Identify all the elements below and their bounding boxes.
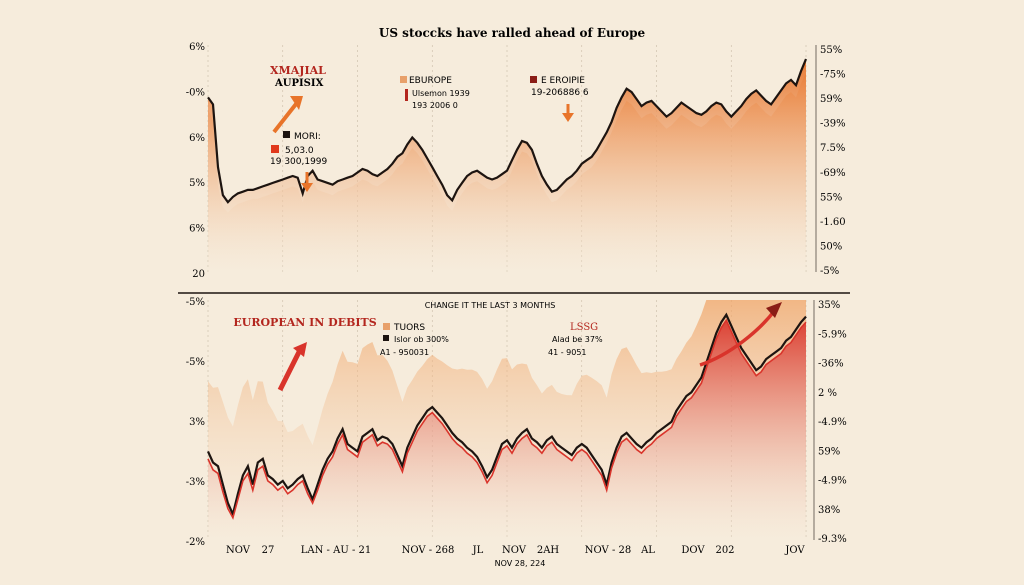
- right-tick-label: 7.5%: [820, 143, 845, 154]
- legend-note: 41 - 9051: [548, 348, 587, 357]
- right-tick-label: 55%: [820, 45, 842, 56]
- right-tick-label: -4.9%: [818, 476, 847, 487]
- legend-label: EUROPEAN IN DEBITS: [233, 316, 376, 329]
- right-tick-label: 59%: [820, 94, 842, 105]
- left-tick-label: -3%: [186, 477, 205, 488]
- bottom-legend-lssg: LSSG Alad be 37% 41 - 9051: [548, 322, 603, 357]
- top-us-area: [208, 59, 806, 272]
- legend-swatch: [283, 131, 290, 138]
- legend-swatch: [400, 76, 407, 83]
- trend-arrow-icon: [699, 308, 777, 367]
- right-tick-label: -69%: [820, 168, 846, 179]
- legend-label: E EROIPIE: [541, 76, 585, 86]
- right-tick-label: 50%: [820, 241, 842, 252]
- legend-swatch: [383, 323, 390, 330]
- legend-sub: Islor ob 300%: [394, 335, 449, 344]
- right-tick-label: -36%: [818, 359, 844, 370]
- right-tick-label: -75%: [820, 70, 846, 81]
- left-tick-label: 3%: [189, 417, 205, 428]
- top-legend-europe: EBUROPE Ulsemon 1939 193 2006 0: [400, 76, 470, 110]
- x-axis-caption: NOV 28, 224: [495, 559, 546, 568]
- legend-swatch: [405, 89, 408, 101]
- x-tick-label: 27: [262, 545, 275, 556]
- legend-sub: 19-206886 6: [531, 88, 589, 98]
- right-tick-label: -5%: [820, 266, 839, 277]
- arrow-head-icon: [562, 113, 574, 122]
- top-right-tick-labels: 55% -75% 59% -39% 7.5% -69% 55% -1.60 50% -5%: [815, 45, 846, 277]
- right-tick-label: 38%: [818, 505, 840, 516]
- left-tick-label: 5%: [189, 178, 205, 189]
- bottom-area-chart: CHANGE IT THE LAST 3 MONTHS -5%-5%3%-3%-…: [186, 297, 847, 568]
- left-tick-label: 6%: [189, 224, 205, 235]
- legend-sub: Ulsemon 1939: [412, 89, 470, 98]
- left-tick-label: -5%: [186, 357, 205, 368]
- legend-label: TUORS: [393, 323, 425, 333]
- right-tick-label: -1.60: [820, 217, 846, 228]
- arrow-head-icon: [293, 342, 307, 357]
- right-tick-label: 2 %: [818, 388, 837, 399]
- x-tick-label: NOV - 28: [585, 545, 631, 556]
- top-legend-mori: MORI: 5,03.0 19 300,1999: [270, 131, 328, 192]
- bottom-x-tick-labels: NOV 27 LAN - AU - 21 NOV - 268 JL NOV 2AH NOV -…: [226, 545, 805, 556]
- bottom-legend-tuors: TUORS Islor ob 300% A1 - 950031: [380, 323, 449, 357]
- x-tick-label: NOV - 268: [402, 545, 455, 556]
- left-tick-label: 20: [192, 269, 205, 280]
- bottom-left-tick-labels: -5% -5% 3% -3% -2%: [186, 297, 205, 548]
- top-left-tick-labels: 6% -0% 6% 5% 6% 20: [186, 42, 205, 280]
- x-tick-label: JL: [472, 545, 484, 556]
- x-tick-label: 2AH: [537, 545, 560, 556]
- bottom-europe-area: [208, 320, 806, 540]
- legend-note: 193 2006 0: [412, 101, 458, 110]
- legend-sub: 5,03.0: [285, 146, 314, 156]
- right-tick-label: -39%: [820, 119, 846, 130]
- arrow-head-icon: [766, 302, 782, 318]
- x-tick-label: AL: [640, 545, 655, 556]
- left-tick-label: -2%: [186, 537, 205, 548]
- legend-label: LSSG: [570, 322, 598, 333]
- up-arrow-icon: [277, 348, 303, 392]
- legend-label: MORI:: [294, 132, 321, 142]
- x-tick-label: NOV: [502, 545, 527, 556]
- legend-sub: AUPISIX: [274, 78, 324, 89]
- legend-swatch: [383, 335, 389, 341]
- top-legend-eeroipie: E EROIPIE 19-206886 6: [530, 76, 589, 122]
- right-tick-label: -4.9%: [818, 417, 847, 428]
- right-tick-label: -9.3%: [818, 534, 847, 545]
- x-tick-label: LAN - AU - 21: [301, 545, 371, 556]
- right-tick-label: 55%: [820, 192, 842, 203]
- arrow-head-icon: [290, 96, 303, 110]
- top-chart-title: US stoccks have ralled ahead of Europe: [379, 26, 646, 40]
- bottom-europe-line: [207, 318, 807, 520]
- right-tick-label: 35%: [818, 300, 840, 311]
- arrow-head-icon: [301, 183, 313, 192]
- right-tick-label: -5.9%: [818, 329, 847, 340]
- top-legend-xmajial: XMAJIAL AUPISIX: [270, 64, 326, 134]
- left-tick-label: -5%: [186, 297, 205, 308]
- left-tick-label: 6%: [189, 42, 205, 53]
- left-tick-label: 6%: [189, 133, 205, 144]
- left-tick-label: -0%: [186, 87, 205, 98]
- legend-sub: Alad be 37%: [552, 335, 603, 344]
- x-tick-label: NOV: [226, 545, 251, 556]
- legend-label: EBUROPE: [409, 76, 452, 86]
- up-arrow-icon: [272, 102, 298, 134]
- bottom-right-tick-labels: 35% -5.9% -36% 2 % -4.9% 59% -4.9% 38% -9.3%: [813, 300, 847, 545]
- x-tick-label: DOV: [681, 545, 705, 556]
- bottom-legend-european: EUROPEAN IN DEBITS: [233, 316, 377, 392]
- x-tick-label: JOV: [784, 545, 805, 556]
- legend-label: XMAJIAL: [270, 64, 326, 77]
- bottom-chart-title: CHANGE IT THE LAST 3 MONTHS: [425, 301, 556, 310]
- top-area-chart: US stoccks have ralled ahead of Europe 6…: [186, 26, 846, 280]
- right-tick-label: 59%: [818, 446, 840, 457]
- legend-swatch: [271, 145, 279, 153]
- legend-swatch: [530, 76, 537, 83]
- legend-note: 19 300,1999: [270, 157, 328, 167]
- x-tick-label: 202: [715, 545, 734, 556]
- legend-note: A1 - 950031: [380, 348, 429, 357]
